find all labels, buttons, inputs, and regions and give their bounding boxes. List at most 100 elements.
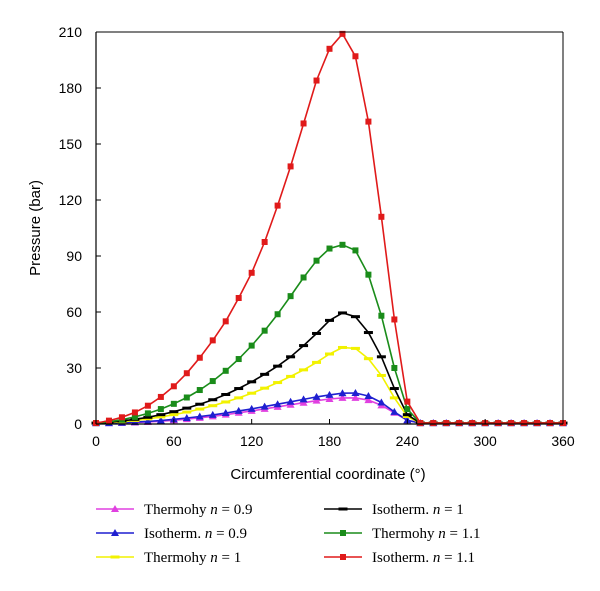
y-tick-label: 90 [66,248,82,264]
data-point [363,331,373,335]
x-axis-title: Circumferential coordinate (°) [230,466,425,483]
data-point [521,420,528,427]
data-point [260,402,269,410]
data-point [313,257,320,264]
data-point [273,364,283,368]
data-point [365,271,372,278]
data-point [378,213,385,220]
data-point [287,293,294,300]
data-point [325,394,334,402]
y-tick-label: 180 [59,80,83,96]
data-point [169,413,179,417]
data-point [234,387,244,391]
y-tick-label: 30 [66,360,82,376]
data-point [325,352,334,356]
data-point [274,311,281,318]
data-point [222,367,229,374]
data-point [209,337,216,344]
legend-item: Thermohy n = 1 [96,550,241,566]
x-tick-label: 0 [92,433,100,449]
legend-swatch-marker [338,507,348,511]
data-point [143,417,152,425]
data-point [469,420,476,427]
data-point [402,413,412,417]
data-point [508,420,515,427]
data-point [286,355,296,359]
data-point [274,202,281,209]
data-point [363,357,373,361]
data-point [312,392,321,400]
data-point [389,387,399,391]
legend-item: Isotherm. n = 1 [324,502,464,518]
data-point [337,345,347,349]
legend-swatch-marker [111,529,119,536]
x-tick-label: 360 [551,433,575,449]
data-point [390,407,399,415]
data-point [376,355,386,359]
data-point [273,381,283,385]
data-point [221,400,231,404]
data-point [208,404,218,408]
data-point [234,406,243,414]
data-point [182,406,192,410]
data-point [260,386,270,390]
data-point [312,396,321,404]
data-point [261,327,268,334]
data-point [443,420,450,427]
data-point [287,163,294,170]
data-point [325,318,334,322]
data-point [351,393,360,401]
data-point [376,373,386,377]
legend-item: Isotherm. n = 1.1 [324,550,475,566]
data-point [299,395,308,403]
data-point [326,45,333,52]
legend-label: Thermohy n = 0.9 [144,502,252,518]
data-point [402,415,412,419]
y-tick-label: 210 [59,24,83,40]
ticks-layer: 0 60 120 180 240 300 360 0 30 60 90 120 150 180 210 [59,24,575,449]
data-point [156,416,165,424]
data-point [182,410,192,414]
data-point [118,414,125,421]
data-point [417,420,424,427]
data-point [326,245,333,252]
legend: Thermohy n = 0.9 Isotherm. n = 0.9 Thermoh… [96,502,480,566]
x-tick-label: 300 [473,433,497,449]
data-point [313,77,320,84]
data-point [247,380,257,384]
data-point [157,406,164,413]
data-point [404,398,411,405]
data-point [221,408,230,416]
x-tick-label: 120 [240,433,264,449]
legend-item: Isotherm. n = 0.9 [96,526,247,542]
data-point [338,389,347,397]
data-point [325,390,334,398]
data-point [391,365,398,371]
data-point [456,420,463,427]
legend-label: Thermohy n = 1 [144,550,241,566]
y-tick-label: 120 [59,192,83,208]
data-point [339,30,346,37]
data-point [339,241,346,248]
y-tick-label: 150 [59,136,83,152]
data-point [143,415,153,419]
legend-label: Isotherm. n = 0.9 [144,526,247,542]
legend-label: Isotherm. n = 1.1 [372,550,475,566]
data-point [495,420,502,427]
data-point [183,370,190,377]
data-point [391,316,398,323]
data-point [144,410,151,417]
data-point [300,274,307,281]
data-point [312,331,322,335]
data-point [286,397,295,405]
y-tick-label: 0 [74,416,82,432]
data-point [144,402,151,409]
data-point [131,409,138,416]
data-point [273,400,282,408]
legend-label: Thermohy n = 1.1 [372,526,480,542]
data-point [195,407,205,411]
legend-swatch-marker [340,530,346,536]
data-point [157,393,164,400]
legend-swatch-marker [110,555,120,559]
